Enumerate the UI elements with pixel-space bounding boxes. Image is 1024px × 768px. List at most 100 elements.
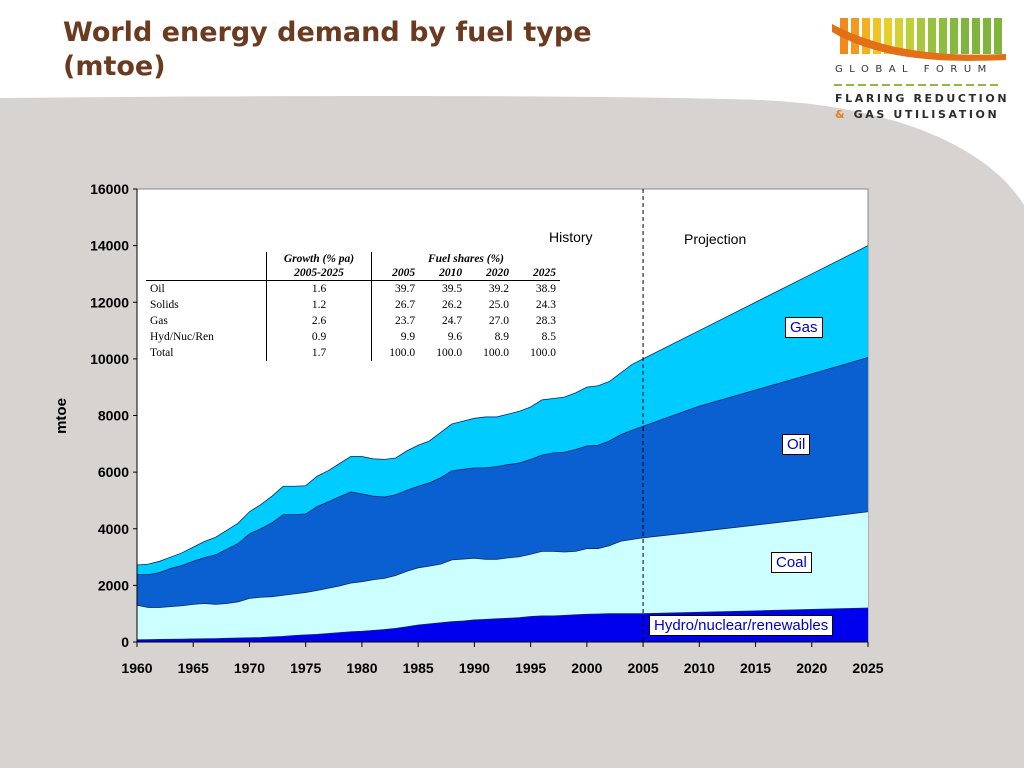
logo-bar — [862, 18, 870, 54]
logo-bar — [950, 18, 958, 54]
fuel-name-cell: Oil — [150, 283, 165, 295]
share-cell: 100.0 — [530, 347, 556, 359]
growth-header: Growth (% pa) — [266, 252, 372, 266]
table-row: Hyd/Nuc/Ren 0.9 9.9 9.6 8.9 8.5 — [146, 329, 560, 345]
fuel-name-cell: Gas — [150, 315, 168, 327]
x-tick-label: 2015 — [740, 660, 771, 676]
logo-bar — [972, 18, 980, 54]
logo-bar — [895, 18, 903, 54]
logo-text-gas-utilisation: & GAS UTILISATION — [835, 108, 1010, 121]
x-tick-label: 1985 — [403, 660, 434, 676]
projection-annotation: Projection — [684, 231, 746, 247]
fuel-share-table: Growth (% pa) Fuel shares (%) 2005-2025 … — [146, 252, 560, 361]
coal-area — [137, 511, 868, 640]
logo-swoosh — [832, 24, 1006, 61]
y-tick-label: 16000 — [90, 181, 129, 197]
gas-series-label: Gas — [785, 317, 823, 338]
growth-cell: 1.6 — [266, 280, 372, 297]
x-tick-label: 2025 — [852, 660, 883, 676]
year-header: 2010 — [419, 266, 467, 281]
x-tick-label: 1990 — [459, 660, 490, 676]
share-cell: 39.7 — [371, 280, 420, 297]
share-cell: 100.0 — [371, 345, 420, 361]
coal-area-edge — [136, 511, 869, 608]
y-tick-label: 14000 — [90, 238, 129, 254]
share-cell: 26.7 — [371, 297, 420, 313]
year-header: 2005 — [371, 266, 420, 281]
x-tick-label: 1975 — [290, 660, 321, 676]
fuel-name-cell: Hyd/Nuc/Ren — [150, 331, 214, 343]
table-subheader-blank — [146, 266, 267, 281]
x-tick-label: 1965 — [178, 660, 209, 676]
slide-title-line2: (mtoe) — [63, 51, 166, 82]
logo-text-gas: GAS UTILISATION — [853, 108, 1000, 121]
fuel-name-cell: Solids — [150, 299, 179, 311]
y-axis-label: mtoe — [53, 398, 70, 434]
year-header: 2025 — [513, 266, 560, 281]
y-tick-label: 2000 — [98, 577, 129, 593]
x-tick-label: 2010 — [684, 660, 715, 676]
table-row: Total 1.7 100.0 100.0 100.0 100.0 — [146, 345, 560, 361]
share-cell: 24.3 — [535, 299, 556, 311]
coal-series-label: Coal — [771, 552, 812, 573]
y-tick-label: 10000 — [90, 351, 129, 367]
logo-bar — [961, 18, 969, 54]
oil-area — [137, 357, 868, 608]
share-cell: 8.5 — [541, 331, 556, 343]
global-forum-logo — [832, 18, 1006, 86]
share-cell: 26.2 — [441, 299, 463, 311]
y-tick-label: 8000 — [98, 408, 129, 424]
share-cell: 9.9 — [371, 329, 420, 345]
logo-text-flaring-reduction: FLARING REDUCTION — [835, 92, 1010, 105]
shares-header: Fuel shares (%) — [371, 252, 560, 266]
gas-area-edge — [136, 245, 869, 566]
y-axis-ticks: 0 2000 4000 6000 8000 10000 12000 14000 16000 — [90, 181, 137, 650]
slide-title-line1: World energy demand by fuel type — [63, 17, 592, 48]
growth-subheader: 2005-2025 — [266, 266, 372, 281]
share-cell: 39.5 — [441, 283, 463, 295]
oil-area-edge — [137, 357, 869, 576]
logo-dash-line — [834, 84, 998, 86]
x-tick-label: 2000 — [571, 660, 602, 676]
share-cell: 28.3 — [535, 315, 556, 327]
history-annotation: History — [549, 229, 593, 245]
x-axis-ticks: 1960 1965 1970 1975 1980 1985 1990 1995 2000 2005… — [121, 642, 884, 676]
share-cell: 24.7 — [441, 315, 463, 327]
year-header: 2020 — [466, 266, 514, 281]
share-cell: 9.6 — [447, 331, 463, 343]
share-cell: 100.0 — [436, 347, 463, 359]
logo-bar — [873, 18, 881, 54]
x-tick-label: 1995 — [515, 660, 546, 676]
y-tick-label: 12000 — [90, 294, 129, 310]
growth-cell: 0.9 — [266, 329, 372, 345]
hydro-area-edge — [136, 607, 869, 641]
x-tick-label: 2020 — [796, 660, 827, 676]
fuel-name-cell: Total — [150, 347, 174, 359]
y-tick-label: 6000 — [98, 464, 129, 480]
hydro-series-label: Hydro/nuclear/renewables — [649, 615, 834, 636]
growth-cell: 1.7 — [266, 345, 372, 361]
x-tick-label: 2005 — [627, 660, 658, 676]
logo-bar — [917, 18, 925, 54]
logo-ampersand: & — [835, 108, 848, 121]
table-row: Oil 1.6 39.7 39.5 39.2 38.9 — [146, 280, 560, 297]
share-cell: 23.7 — [371, 313, 420, 329]
y-tick-label: 0 — [121, 634, 129, 650]
logo-bar — [939, 18, 947, 54]
logo-bar — [884, 18, 892, 54]
table-row: Gas 2.6 23.7 24.7 27.0 28.3 — [146, 313, 560, 329]
inset-fuel-table: Growth (% pa) Fuel shares (%) 2005-2025 … — [146, 252, 560, 361]
table-header-blank — [146, 252, 267, 266]
table-row: Solids 1.2 26.7 26.2 25.0 24.3 — [146, 297, 560, 313]
growth-cell: 2.6 — [266, 313, 372, 329]
growth-cell: 1.2 — [266, 297, 372, 313]
x-tick-label: 1970 — [234, 660, 265, 676]
table-body: Oil 1.6 39.7 39.5 39.2 38.9 Solids 1.2 26.7 26.2 2… — [146, 280, 560, 361]
share-cell: 8.9 — [494, 331, 510, 343]
x-tick-label: 1980 — [346, 660, 377, 676]
logo-bar — [983, 18, 991, 54]
x-tick-label: 1960 — [121, 660, 152, 676]
logo-bar — [928, 18, 936, 54]
share-cell: 27.0 — [488, 315, 510, 327]
